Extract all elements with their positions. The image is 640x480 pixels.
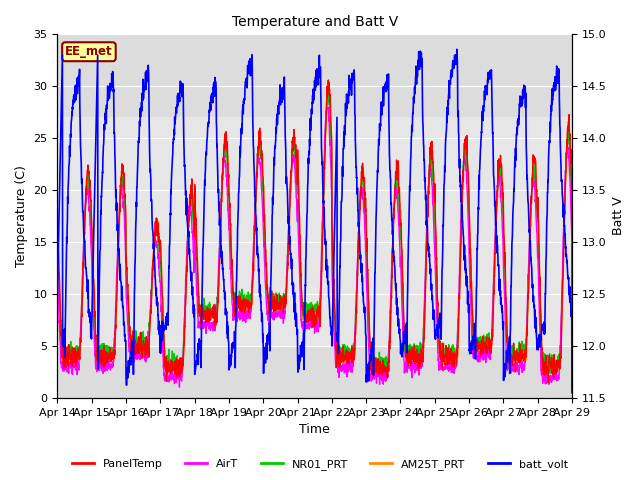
Bar [58,118,572,346]
X-axis label: Time: Time [300,423,330,436]
Legend: PanelTemp, AirT, NR01_PRT, AM25T_PRT, batt_volt: PanelTemp, AirT, NR01_PRT, AM25T_PRT, ba… [68,455,572,474]
Y-axis label: Temperature (C): Temperature (C) [15,165,28,267]
Text: EE_met: EE_met [65,45,113,58]
Title: Temperature and Batt V: Temperature and Batt V [232,15,398,29]
Y-axis label: Batt V: Batt V [612,197,625,236]
